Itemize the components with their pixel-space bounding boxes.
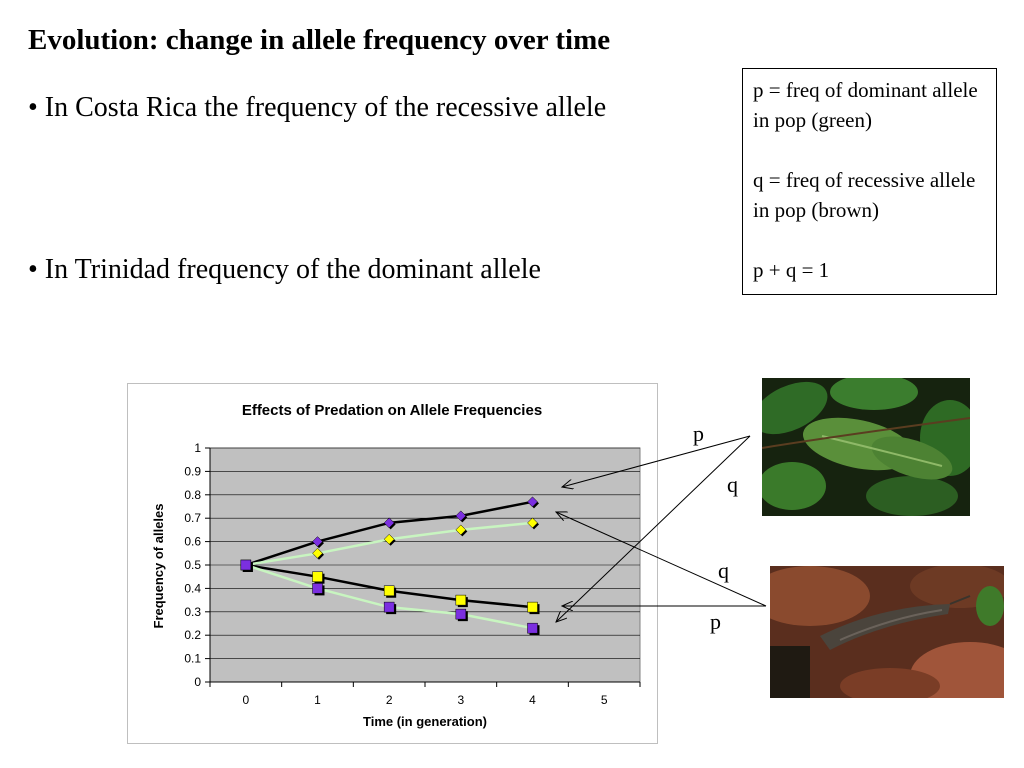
bullet-costa-rica: • In Costa Rica the frequency of the rec… (28, 92, 607, 123)
label-top-p: p (693, 421, 704, 446)
y-tick-label: 0.6 (184, 535, 201, 549)
data-point (455, 594, 467, 606)
y-tick-label: 0.8 (184, 488, 201, 502)
allele-frequency-chart: Effects of Predation on Allele Frequenci… (127, 383, 658, 744)
data-point (455, 524, 467, 536)
y-tick-label: 0.9 (184, 464, 201, 478)
bullet-trinidad: • In Trinidad frequency of the dominant … (28, 254, 541, 285)
x-tick-label: 2 (386, 693, 393, 707)
chart-canvas: Effects of Predation on Allele Frequenci… (151, 402, 641, 729)
plot-area: 0 0.1 0.2 0.3 0.4 0.5 0.6 0.7 0.8 0.9 1 0 1 2 3 4 5 (184, 441, 641, 707)
data-point (383, 601, 395, 613)
x-tick-label: 1 (314, 693, 321, 707)
data-point (312, 571, 323, 582)
x-tick-label: 3 (457, 693, 464, 707)
x-tick-label: 4 (529, 693, 536, 707)
y-tick-label: 0.7 (184, 511, 201, 525)
y-axis-label: Frequency of alleles (151, 504, 166, 629)
x-axis-label: Time (in generation) (363, 714, 487, 729)
data-point (527, 622, 538, 634)
green-katydid-image (762, 378, 970, 516)
x-tick-label: 5 (601, 693, 608, 707)
data-point (312, 536, 323, 547)
brown-katydid-photo (770, 566, 1004, 698)
label-top-q: q (727, 472, 738, 497)
x-tick-label: 0 (242, 693, 249, 707)
y-tick-label: 0.2 (184, 628, 201, 642)
green-katydid-photo (762, 378, 970, 516)
y-tick-label: 0.3 (184, 605, 201, 619)
data-point (455, 510, 467, 522)
y-tick-label: 0.5 (184, 558, 201, 572)
label-bottom-q: q (718, 558, 729, 583)
data-point (527, 601, 538, 613)
label-bottom-p: p (710, 609, 721, 634)
y-tick-label: 1 (194, 441, 201, 455)
brown-katydid-image (770, 566, 1004, 698)
data-point (240, 559, 252, 571)
data-point (312, 583, 323, 594)
data-point (383, 533, 395, 545)
data-point (527, 517, 538, 529)
y-tick-label: 0.1 (184, 652, 201, 666)
definition-q: q = freq of recessive allele in pop (bro… (753, 168, 976, 222)
data-point (312, 547, 323, 559)
data-point (455, 608, 467, 620)
data-point (383, 517, 395, 529)
definition-p: p = freq of dominant allele in pop (gree… (753, 78, 978, 132)
definition-sum: p + q = 1 (753, 258, 830, 282)
chart-title: Effects of Predation on Allele Frequenci… (242, 402, 542, 419)
slide-title: Evolution: change in allele frequency ov… (28, 24, 611, 56)
y-tick-label: 0.4 (184, 581, 201, 595)
data-point (527, 496, 538, 508)
definitions-box: p = freq of dominant allele in pop (gree… (742, 68, 997, 295)
y-tick-label: 0 (194, 675, 201, 689)
data-point (383, 585, 395, 596)
